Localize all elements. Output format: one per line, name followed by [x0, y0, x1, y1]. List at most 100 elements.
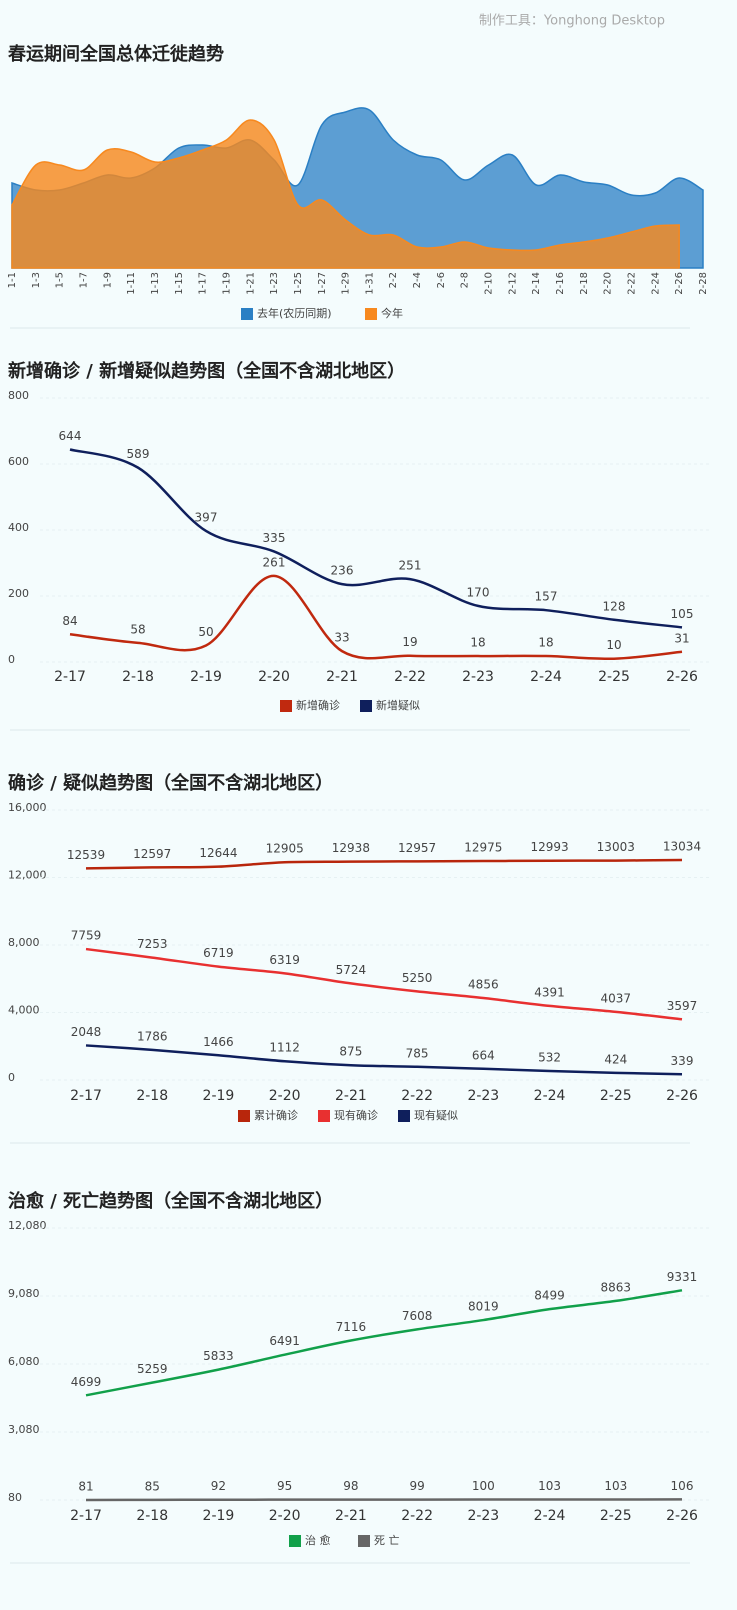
- data-label: 170: [467, 585, 490, 599]
- x-tick-label: 1-3: [31, 272, 42, 288]
- legend-label: 新增疑似: [376, 698, 420, 712]
- y-tick-label: 12,080: [8, 1219, 47, 1232]
- chart-title: 确诊 / 疑似趋势图（全国不含湖北地区）: [8, 772, 333, 794]
- y-tick-label: 400: [8, 521, 29, 534]
- x-tick-label: 2-10: [484, 272, 495, 295]
- data-label: 95: [277, 1479, 292, 1493]
- x-tick-label: 2-18: [136, 1508, 168, 1524]
- data-label: 18: [470, 636, 485, 650]
- x-tick-label: 1-25: [293, 272, 304, 295]
- x-tick-label: 2-25: [598, 669, 630, 685]
- x-tick-label: 2-24: [530, 669, 562, 685]
- line: [69, 448, 683, 629]
- data-label: 1466: [203, 1035, 234, 1049]
- x-tick-label: 1-11: [126, 272, 137, 295]
- x-tick-label: 2-24: [650, 272, 661, 295]
- y-tick-label: 6,080: [8, 1355, 40, 1368]
- data-label: 251: [399, 559, 422, 573]
- legend-label: 现有确诊: [334, 1108, 378, 1122]
- x-tick-label: 1-29: [341, 272, 352, 295]
- data-label: 13003: [597, 840, 635, 854]
- x-tick-label: 2-4: [412, 272, 423, 288]
- x-tick-label: 1-13: [150, 272, 161, 295]
- data-label: 6491: [269, 1334, 300, 1348]
- x-tick-label: 2-23: [467, 1088, 499, 1104]
- data-label: 6319: [269, 953, 300, 967]
- line: [85, 1498, 683, 1502]
- x-tick-label: 2-25: [600, 1088, 632, 1104]
- chart-title: 新增确诊 / 新增疑似趋势图（全国不含湖北地区）: [8, 360, 405, 382]
- data-label: 33: [334, 631, 349, 645]
- x-tick-label: 2-8: [460, 272, 471, 288]
- data-label: 10: [606, 638, 621, 652]
- legend-swatch: [280, 700, 292, 712]
- data-label: 12993: [530, 840, 568, 854]
- data-label: 99: [409, 1479, 424, 1493]
- data-label: 397: [195, 510, 218, 524]
- data-label: 236: [331, 564, 354, 578]
- data-label: 6719: [203, 946, 234, 960]
- x-tick-label: 2-19: [190, 669, 222, 685]
- data-label: 3597: [667, 999, 698, 1013]
- data-label: 664: [472, 1048, 495, 1062]
- x-tick-label: 1-5: [55, 272, 66, 288]
- x-tick-label: 2-24: [534, 1508, 566, 1524]
- line: [69, 574, 683, 661]
- legend-swatch: [360, 700, 372, 712]
- x-tick-label: 1-19: [221, 272, 232, 295]
- data-label: 5250: [402, 971, 433, 985]
- data-label: 4391: [534, 985, 565, 999]
- y-tick-label: 4,000: [8, 1004, 40, 1017]
- data-label: 8019: [468, 1300, 499, 1314]
- data-label: 50: [198, 625, 213, 639]
- data-label: 19: [402, 635, 417, 649]
- data-label: 103: [604, 1479, 627, 1493]
- line: [85, 1289, 683, 1397]
- data-label: 12905: [266, 842, 304, 856]
- data-label: 875: [339, 1045, 362, 1059]
- data-label: 7116: [336, 1320, 367, 1334]
- x-tick-label: 2-24: [534, 1088, 566, 1104]
- x-tick-label: 2-22: [627, 272, 638, 295]
- x-tick-label: 2-20: [269, 1508, 301, 1524]
- x-tick-label: 2-6: [436, 272, 447, 288]
- legend-swatch: [241, 308, 253, 320]
- chart-title: 春运期间全国总体迁徙趋势: [8, 43, 224, 65]
- x-tick-label: 2-18: [122, 669, 154, 685]
- y-tick-label: 8,000: [8, 936, 40, 949]
- data-label: 31: [674, 631, 689, 645]
- data-label: 105: [671, 607, 694, 621]
- data-label: 12938: [332, 841, 370, 855]
- legend-swatch: [358, 1535, 370, 1547]
- chart-title: 治愈 / 死亡趋势图（全国不含湖北地区）: [8, 1190, 333, 1212]
- data-label: 2048: [71, 1025, 102, 1039]
- y-tick-label: 3,080: [8, 1423, 40, 1436]
- legend-label: 死 亡: [374, 1533, 400, 1547]
- x-tick-label: 2-20: [258, 669, 290, 685]
- data-label: 532: [538, 1051, 561, 1065]
- data-label: 103: [538, 1479, 561, 1493]
- x-tick-label: 2-17: [54, 669, 86, 685]
- legend-swatch: [238, 1110, 250, 1122]
- data-label: 4699: [71, 1375, 102, 1389]
- x-tick-label: 2-17: [70, 1508, 102, 1524]
- y-tick-label: 0: [8, 1071, 15, 1084]
- x-tick-label: 2-14: [531, 272, 542, 295]
- data-label: 589: [127, 447, 150, 461]
- data-label: 12644: [199, 846, 237, 860]
- x-tick-label: 2-22: [401, 1508, 433, 1524]
- x-tick-label: 2-21: [335, 1508, 367, 1524]
- x-tick-label: 2-22: [394, 669, 426, 685]
- x-tick-label: 2-16: [555, 272, 566, 295]
- legend-label: 治 愈: [305, 1533, 331, 1547]
- x-tick-label: 2-21: [326, 669, 358, 685]
- data-label: 7253: [137, 937, 168, 951]
- x-tick-label: 1-17: [198, 272, 209, 295]
- x-tick-label: 1-1: [7, 272, 18, 288]
- area: [11, 119, 680, 269]
- data-label: 339: [671, 1054, 694, 1068]
- data-label: 18: [538, 636, 553, 650]
- x-tick-label: 2-18: [579, 272, 590, 295]
- y-tick-label: 800: [8, 389, 29, 402]
- data-label: 644: [59, 429, 82, 443]
